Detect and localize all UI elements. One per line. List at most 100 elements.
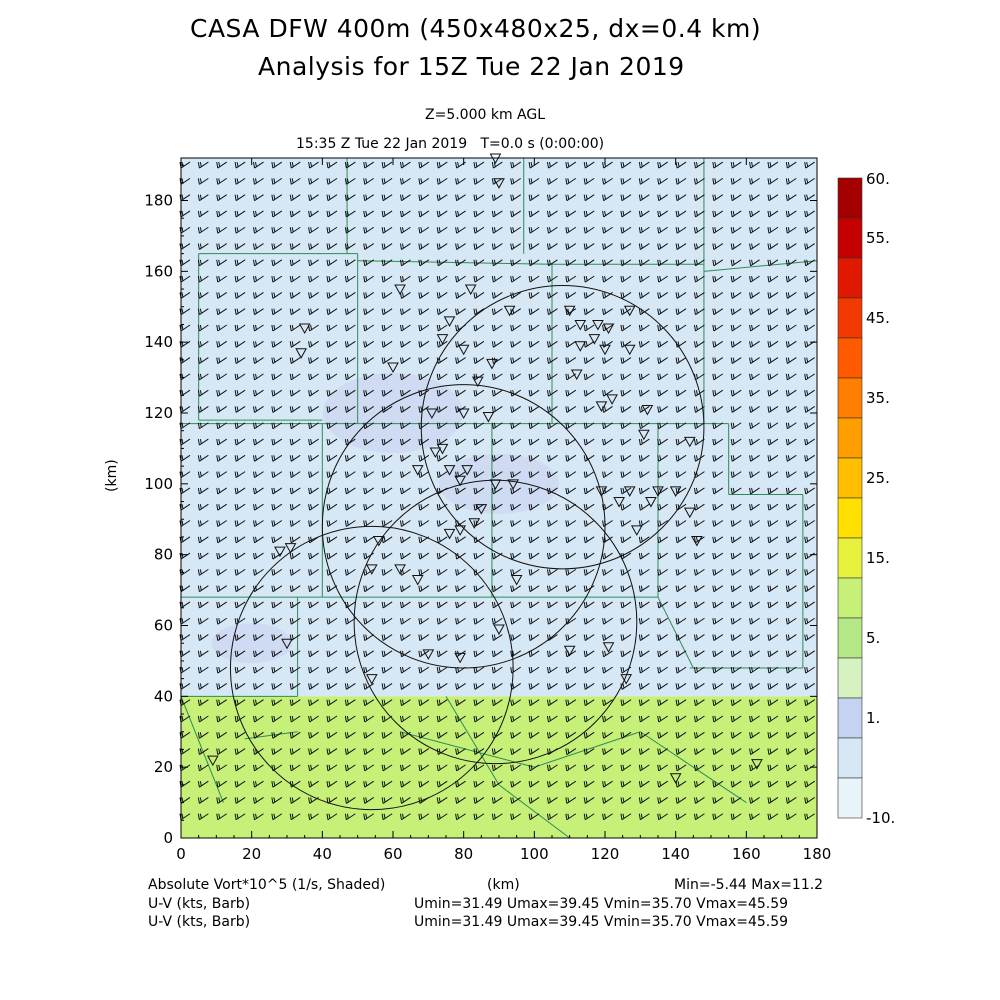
wind-barb — [528, 601, 540, 609]
wind-barb — [271, 503, 283, 511]
wind-barb — [234, 568, 246, 576]
wind-barb — [767, 438, 779, 446]
wind-barb — [363, 503, 375, 511]
wind-barb — [693, 748, 705, 755]
wind-barb — [197, 406, 209, 413]
wind-barb — [675, 683, 687, 690]
wind-barb — [730, 585, 742, 593]
wind-barb — [749, 715, 760, 723]
wind-barb — [638, 373, 650, 381]
station-marker — [295, 348, 307, 359]
wind-barb — [234, 731, 246, 739]
wind-barb — [418, 683, 430, 690]
wind-barb — [289, 324, 301, 332]
wind-barb — [693, 259, 705, 267]
wind-barb — [271, 699, 283, 707]
wind-barb — [418, 813, 430, 821]
county-line — [703, 260, 818, 272]
wind-barb — [712, 601, 724, 609]
wind-barb — [418, 487, 430, 495]
wind-barb — [234, 601, 246, 609]
wind-barb — [546, 259, 558, 267]
wind-barb — [583, 748, 595, 755]
wind-barb — [399, 634, 411, 641]
colorbar-swatch — [837, 417, 863, 459]
wind-barb — [399, 471, 411, 479]
wind-barb — [326, 422, 338, 430]
wind-barb — [638, 748, 650, 755]
wind-barb — [657, 226, 668, 234]
wind-barb — [381, 601, 393, 609]
wind-barb — [252, 634, 264, 641]
wind-barb — [381, 764, 393, 772]
wind-barb — [510, 161, 521, 169]
wind-barb — [546, 552, 558, 560]
wind-barb — [473, 340, 485, 348]
wind-barb — [326, 780, 338, 788]
wind-barb — [308, 194, 319, 202]
wind-barb — [234, 226, 246, 234]
wind-barb — [565, 666, 577, 674]
wind-barb — [638, 226, 650, 234]
wind-barb — [693, 487, 705, 495]
wind-barb — [510, 177, 521, 185]
wind-barb — [344, 226, 356, 234]
wind-barb — [583, 585, 595, 593]
wind-barb — [510, 406, 521, 413]
wind-barb — [234, 683, 246, 690]
wind-barb — [344, 568, 356, 576]
wind-barb — [252, 568, 264, 576]
wind-barb — [491, 389, 503, 397]
wind-barb — [216, 715, 228, 723]
wind-barb — [528, 194, 540, 202]
wind-barb — [308, 699, 319, 707]
wind-barb — [216, 601, 228, 609]
wind-barb — [344, 699, 356, 707]
wind-barb — [749, 617, 760, 625]
wind-barb — [510, 503, 521, 511]
wind-barb — [491, 797, 503, 804]
station-marker — [595, 486, 608, 497]
wind-barb — [785, 503, 797, 511]
wind-barb — [252, 226, 264, 234]
wind-barb — [785, 731, 797, 739]
wind-barb — [418, 292, 430, 299]
wind-barb — [546, 275, 558, 283]
wind-barb — [638, 389, 650, 397]
wind-barb — [491, 617, 503, 625]
wind-barb — [418, 748, 430, 755]
wind-barb — [363, 161, 375, 169]
wind-barb — [436, 226, 448, 234]
wind-barb — [528, 226, 540, 234]
wind-barb — [528, 503, 540, 511]
wind-barb — [730, 210, 742, 218]
station-marker — [298, 323, 311, 335]
wind-barb — [565, 715, 577, 723]
wind-barb — [785, 764, 797, 772]
colorbar: 60. 55. 45. 35. 25. 15. 5. 1. -10. — [837, 170, 895, 827]
wind-barb — [491, 683, 503, 690]
colorbar-swatch — [837, 177, 863, 219]
wind-barb — [197, 243, 209, 250]
wind-barb — [363, 194, 375, 202]
wind-barb — [693, 634, 705, 641]
wind-barb — [326, 210, 338, 218]
wind-barb — [767, 454, 779, 462]
wind-barb — [546, 568, 558, 576]
wind-barb — [216, 308, 228, 316]
wind-barb — [767, 161, 779, 169]
colorbar-swatch — [837, 777, 863, 819]
wind-barb — [620, 503, 632, 511]
wind-barb — [326, 617, 338, 625]
wind-barb — [565, 471, 577, 479]
station-marker — [563, 305, 576, 317]
wind-barb — [252, 764, 264, 772]
wind-barb — [620, 813, 632, 821]
wind-barb — [767, 666, 779, 674]
wind-barb — [510, 536, 521, 544]
wind-barb — [583, 683, 595, 690]
wind-barb — [804, 177, 815, 185]
wind-barb — [436, 568, 448, 576]
colorbar-swatch — [837, 257, 863, 299]
wind-barb — [234, 585, 246, 593]
